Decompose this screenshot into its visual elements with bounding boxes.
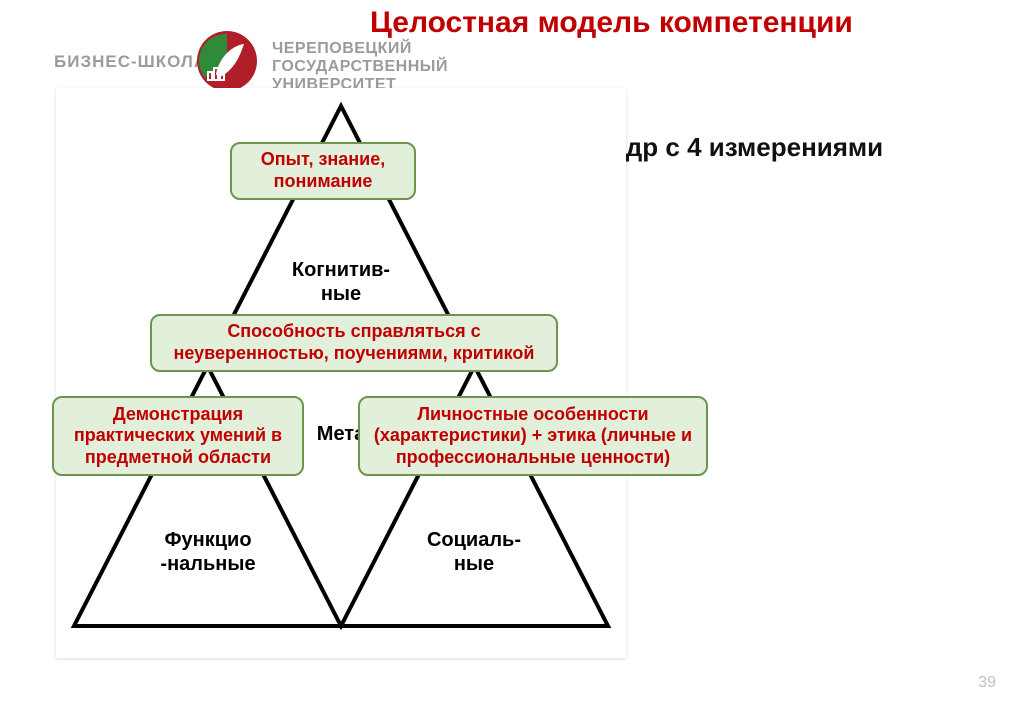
triangle-label-cognitive: Когнитив- ные (292, 258, 390, 306)
triangle-label-social: Социаль- ные (427, 528, 521, 576)
university-name: ЧЕРЕПОВЕЦКИЙ ГОСУДАРСТВЕННЫЙ УНИВЕРСИТЕТ (272, 40, 448, 94)
callout-practical: Демонстрация практических умений в предм… (52, 396, 304, 476)
university-logo-icon (196, 30, 258, 92)
business-school-label: БИЗНЕС-ШКОЛА (54, 52, 207, 72)
callout-practical-text: Демонстрация практических умений в предм… (74, 404, 282, 469)
uni-line1: ЧЕРЕПОВЕЦКИЙ (272, 40, 448, 58)
slide-root: БИЗНЕС-ШКОЛА ЧЕРЕПОВЕЦКИЙ ГОСУДАРСТВЕННЫ… (0, 0, 1024, 708)
triangle-label-functional: Функцио -нальные (160, 528, 255, 576)
page-number: 39 (978, 674, 996, 692)
callout-personal: Личностные особенности (характеристики) … (358, 396, 708, 476)
callout-coping: Способность справляться с неуверенностью… (150, 314, 558, 372)
callout-experience-text: Опыт, знание, понимание (261, 149, 386, 192)
callout-coping-text: Способность справляться с неуверенностью… (174, 321, 535, 364)
callout-experience: Опыт, знание, понимание (230, 142, 416, 200)
page-title: Целостная модель компетенции (370, 6, 853, 40)
callout-personal-text: Личностные особенности (характеристики) … (374, 404, 692, 469)
uni-line2: ГОСУДАРСТВЕННЫЙ (272, 58, 448, 76)
